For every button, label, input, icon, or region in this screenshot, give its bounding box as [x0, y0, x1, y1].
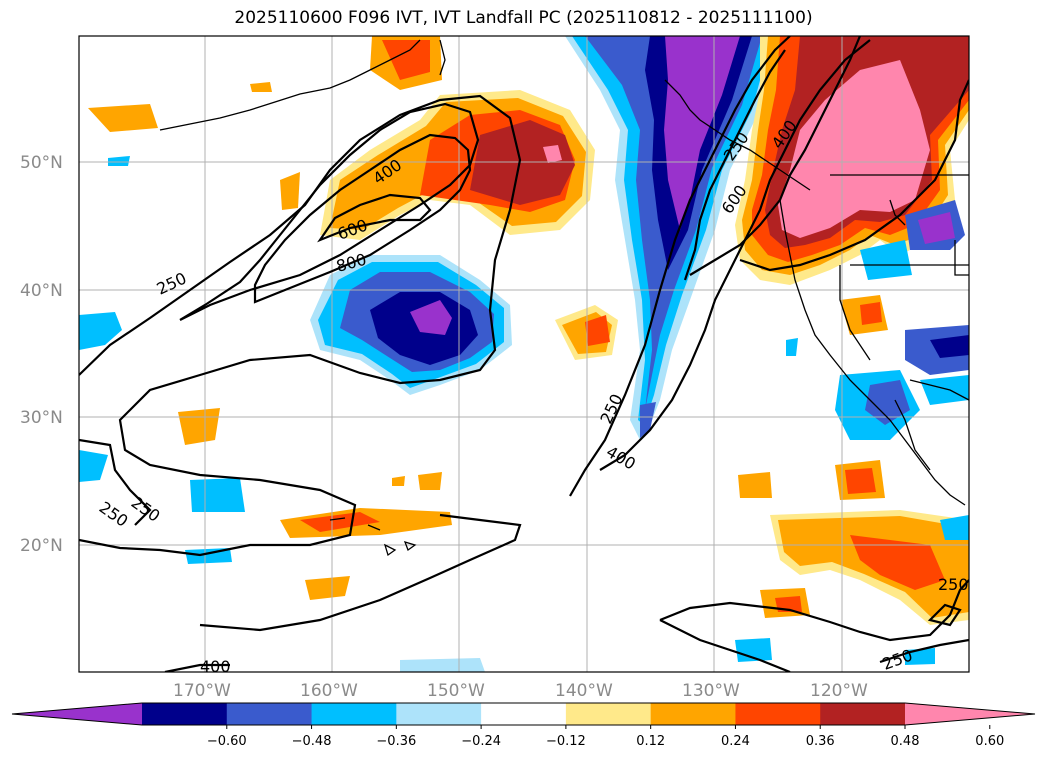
- map-frame: [78, 35, 970, 673]
- colorbar-extension-low: [12, 703, 142, 725]
- longitude-labels: 170°W 160°W 150°W 140°W 130°W 120°W: [173, 681, 868, 701]
- colorbar-tick-label: −0.24: [461, 734, 501, 749]
- colorbar-tick-label: −0.12: [546, 734, 586, 749]
- colorbar-segment: [142, 703, 228, 725]
- colorbar-tick-label: −0.60: [207, 734, 247, 749]
- lon-label: 140°W: [555, 681, 613, 701]
- negative-anomaly-west: [79, 312, 122, 350]
- colorbar-tick-label: 0.48: [891, 734, 920, 749]
- contour-label: 250: [938, 575, 969, 594]
- colorbar-segment: [820, 703, 906, 725]
- ivt-contours: [79, 36, 969, 672]
- colorbar-segment: [735, 703, 821, 725]
- colorbar-outline: [11, 702, 1036, 726]
- colorbar-tick-label: 0.12: [636, 734, 665, 749]
- map-content: 250 400 600 800 250 250 250 400 400 600 …: [79, 36, 969, 676]
- lon-label: 130°W: [682, 681, 740, 701]
- colorbar: −0.60 −0.48 −0.36 −0.24 −0.12 0.12 0.24 0.36 0.4…: [11, 702, 1036, 749]
- latitude-labels: 50°N 40°N 30°N 20°N: [20, 153, 63, 556]
- lon-label: 160°W: [300, 681, 358, 701]
- colorbar-tick-label: 0.60: [975, 734, 1004, 749]
- colorbar-segment: [565, 703, 652, 725]
- colorbar-segment: [311, 703, 397, 725]
- contour-label: 400: [200, 657, 231, 676]
- lat-label: 50°N: [20, 153, 63, 173]
- graticule: [79, 36, 969, 672]
- coastlines: [159, 39, 969, 557]
- colorbar-segment: [396, 703, 482, 725]
- colorbar-segment: [226, 703, 313, 725]
- lon-label: 120°W: [810, 681, 868, 701]
- colorbar-tick-label: −0.36: [376, 734, 416, 749]
- colorbar-extension-high: [905, 703, 1035, 725]
- colorbar-tick-label: 0.24: [721, 734, 750, 749]
- small-anomaly-patches: [79, 36, 969, 672]
- lat-label: 40°N: [20, 281, 63, 301]
- lon-label: 170°W: [173, 681, 231, 701]
- negative-anomaly-central: [310, 255, 512, 395]
- map-title: 2025110600 F096 IVT, IVT Landfall PC (20…: [234, 8, 813, 28]
- lat-label: 30°N: [20, 408, 63, 428]
- lon-label: 150°W: [427, 681, 485, 701]
- colorbar-segment: [650, 703, 736, 725]
- colorbar-tick-label: 0.36: [806, 734, 835, 749]
- colorbar-segment: [481, 703, 567, 725]
- lat-label: 20°N: [20, 536, 63, 556]
- colorbar-tick-label: −0.48: [292, 734, 332, 749]
